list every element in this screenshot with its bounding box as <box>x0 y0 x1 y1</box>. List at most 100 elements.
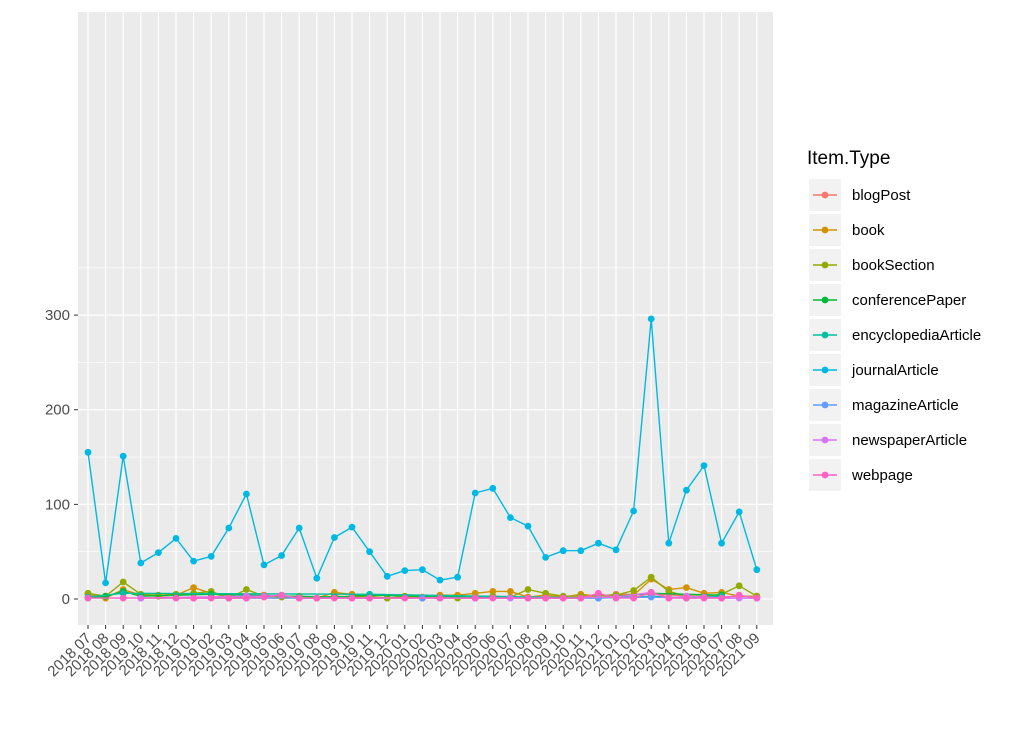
data-point <box>207 594 215 602</box>
data-point <box>366 594 373 602</box>
data-point <box>542 589 549 597</box>
data-point <box>753 566 761 574</box>
data-point <box>119 452 127 460</box>
legend-label: webpage <box>851 467 913 484</box>
data-point <box>683 594 690 602</box>
legend-marker <box>821 296 829 304</box>
data-point <box>735 508 743 516</box>
data-point <box>383 572 391 580</box>
data-point <box>647 593 655 601</box>
legend-item-blogPost: blogPost <box>809 179 911 211</box>
legend-marker <box>821 436 829 444</box>
data-point <box>295 524 303 532</box>
data-point <box>542 594 549 602</box>
data-point <box>190 594 198 602</box>
data-point <box>471 594 479 602</box>
data-point <box>489 594 497 602</box>
data-point <box>278 591 285 599</box>
data-point <box>419 566 426 574</box>
legend-label: magazineArticle <box>852 397 959 414</box>
data-point <box>665 594 673 602</box>
data-point <box>119 589 127 597</box>
data-point <box>348 523 356 531</box>
data-point <box>524 586 532 593</box>
series-layer <box>84 315 761 602</box>
data-point <box>683 486 690 494</box>
data-point <box>700 594 708 602</box>
legend-marker <box>821 261 829 269</box>
data-point <box>559 594 567 602</box>
data-point <box>295 594 303 602</box>
data-point <box>366 548 373 556</box>
legend-item-encyclopediaArticle: encyclopediaArticle <box>809 319 981 351</box>
data-point <box>612 546 620 554</box>
legend-item-newspaperArticle: newspaperArticle <box>809 424 967 456</box>
data-point <box>119 594 127 602</box>
data-point <box>243 586 250 593</box>
legend-item-conferencePaper: conferencePaper <box>809 284 966 316</box>
data-point <box>207 553 215 560</box>
data-point <box>225 594 233 602</box>
data-point <box>172 594 180 602</box>
data-point <box>225 524 233 532</box>
data-point <box>524 522 532 530</box>
legend-label: newspaperArticle <box>852 432 967 449</box>
legend-label: blogPost <box>852 187 911 204</box>
y-tick-label: 0 <box>62 591 70 608</box>
data-point <box>331 534 338 541</box>
y-tick-label: 300 <box>45 307 70 324</box>
data-point <box>471 589 479 597</box>
data-point <box>507 588 514 595</box>
legend-marker <box>821 471 829 479</box>
data-point <box>595 539 602 547</box>
legend-label: bookSection <box>852 257 935 274</box>
series-webpage <box>84 589 761 602</box>
data-point <box>542 554 549 561</box>
data-point <box>489 588 497 595</box>
data-point <box>683 584 690 591</box>
data-point <box>84 594 92 602</box>
data-point <box>348 594 356 602</box>
data-point <box>243 594 250 602</box>
series-journalArticle <box>84 315 761 587</box>
legend-marker <box>821 226 829 234</box>
data-point <box>84 448 92 456</box>
data-point <box>753 594 761 602</box>
data-point <box>471 489 479 497</box>
legend-label: book <box>852 222 885 239</box>
data-point <box>313 574 321 582</box>
data-point <box>454 573 461 581</box>
data-point <box>260 561 268 569</box>
legend-item-bookSection: bookSection <box>809 249 935 281</box>
legend-title: Item.Type <box>807 148 890 169</box>
data-point <box>718 594 725 602</box>
data-point <box>647 589 655 596</box>
legend-item-magazineArticle: magazineArticle <box>809 389 959 421</box>
legend-label: conferencePaper <box>852 292 966 309</box>
legend-label: encyclopediaArticle <box>852 327 981 344</box>
legend-marker <box>821 331 829 339</box>
data-point <box>331 594 338 602</box>
legend-marker <box>821 191 829 199</box>
data-point <box>507 514 514 521</box>
legend: Item.Type blogPost book bookSection confere… <box>807 148 981 491</box>
data-point <box>155 549 162 556</box>
data-point <box>735 591 743 599</box>
data-point <box>630 587 637 594</box>
data-point <box>119 578 127 586</box>
data-point <box>489 484 497 492</box>
data-point <box>577 547 585 555</box>
data-point <box>630 594 637 602</box>
data-point <box>278 552 285 559</box>
data-point <box>401 567 409 574</box>
legend-item-journalArticle: journalArticle <box>809 354 939 386</box>
data-point <box>102 579 109 587</box>
data-point <box>401 594 409 602</box>
data-point <box>436 594 444 602</box>
data-point <box>137 559 145 567</box>
data-point <box>190 557 198 565</box>
data-point <box>559 547 567 555</box>
major-gridlines <box>78 12 773 625</box>
